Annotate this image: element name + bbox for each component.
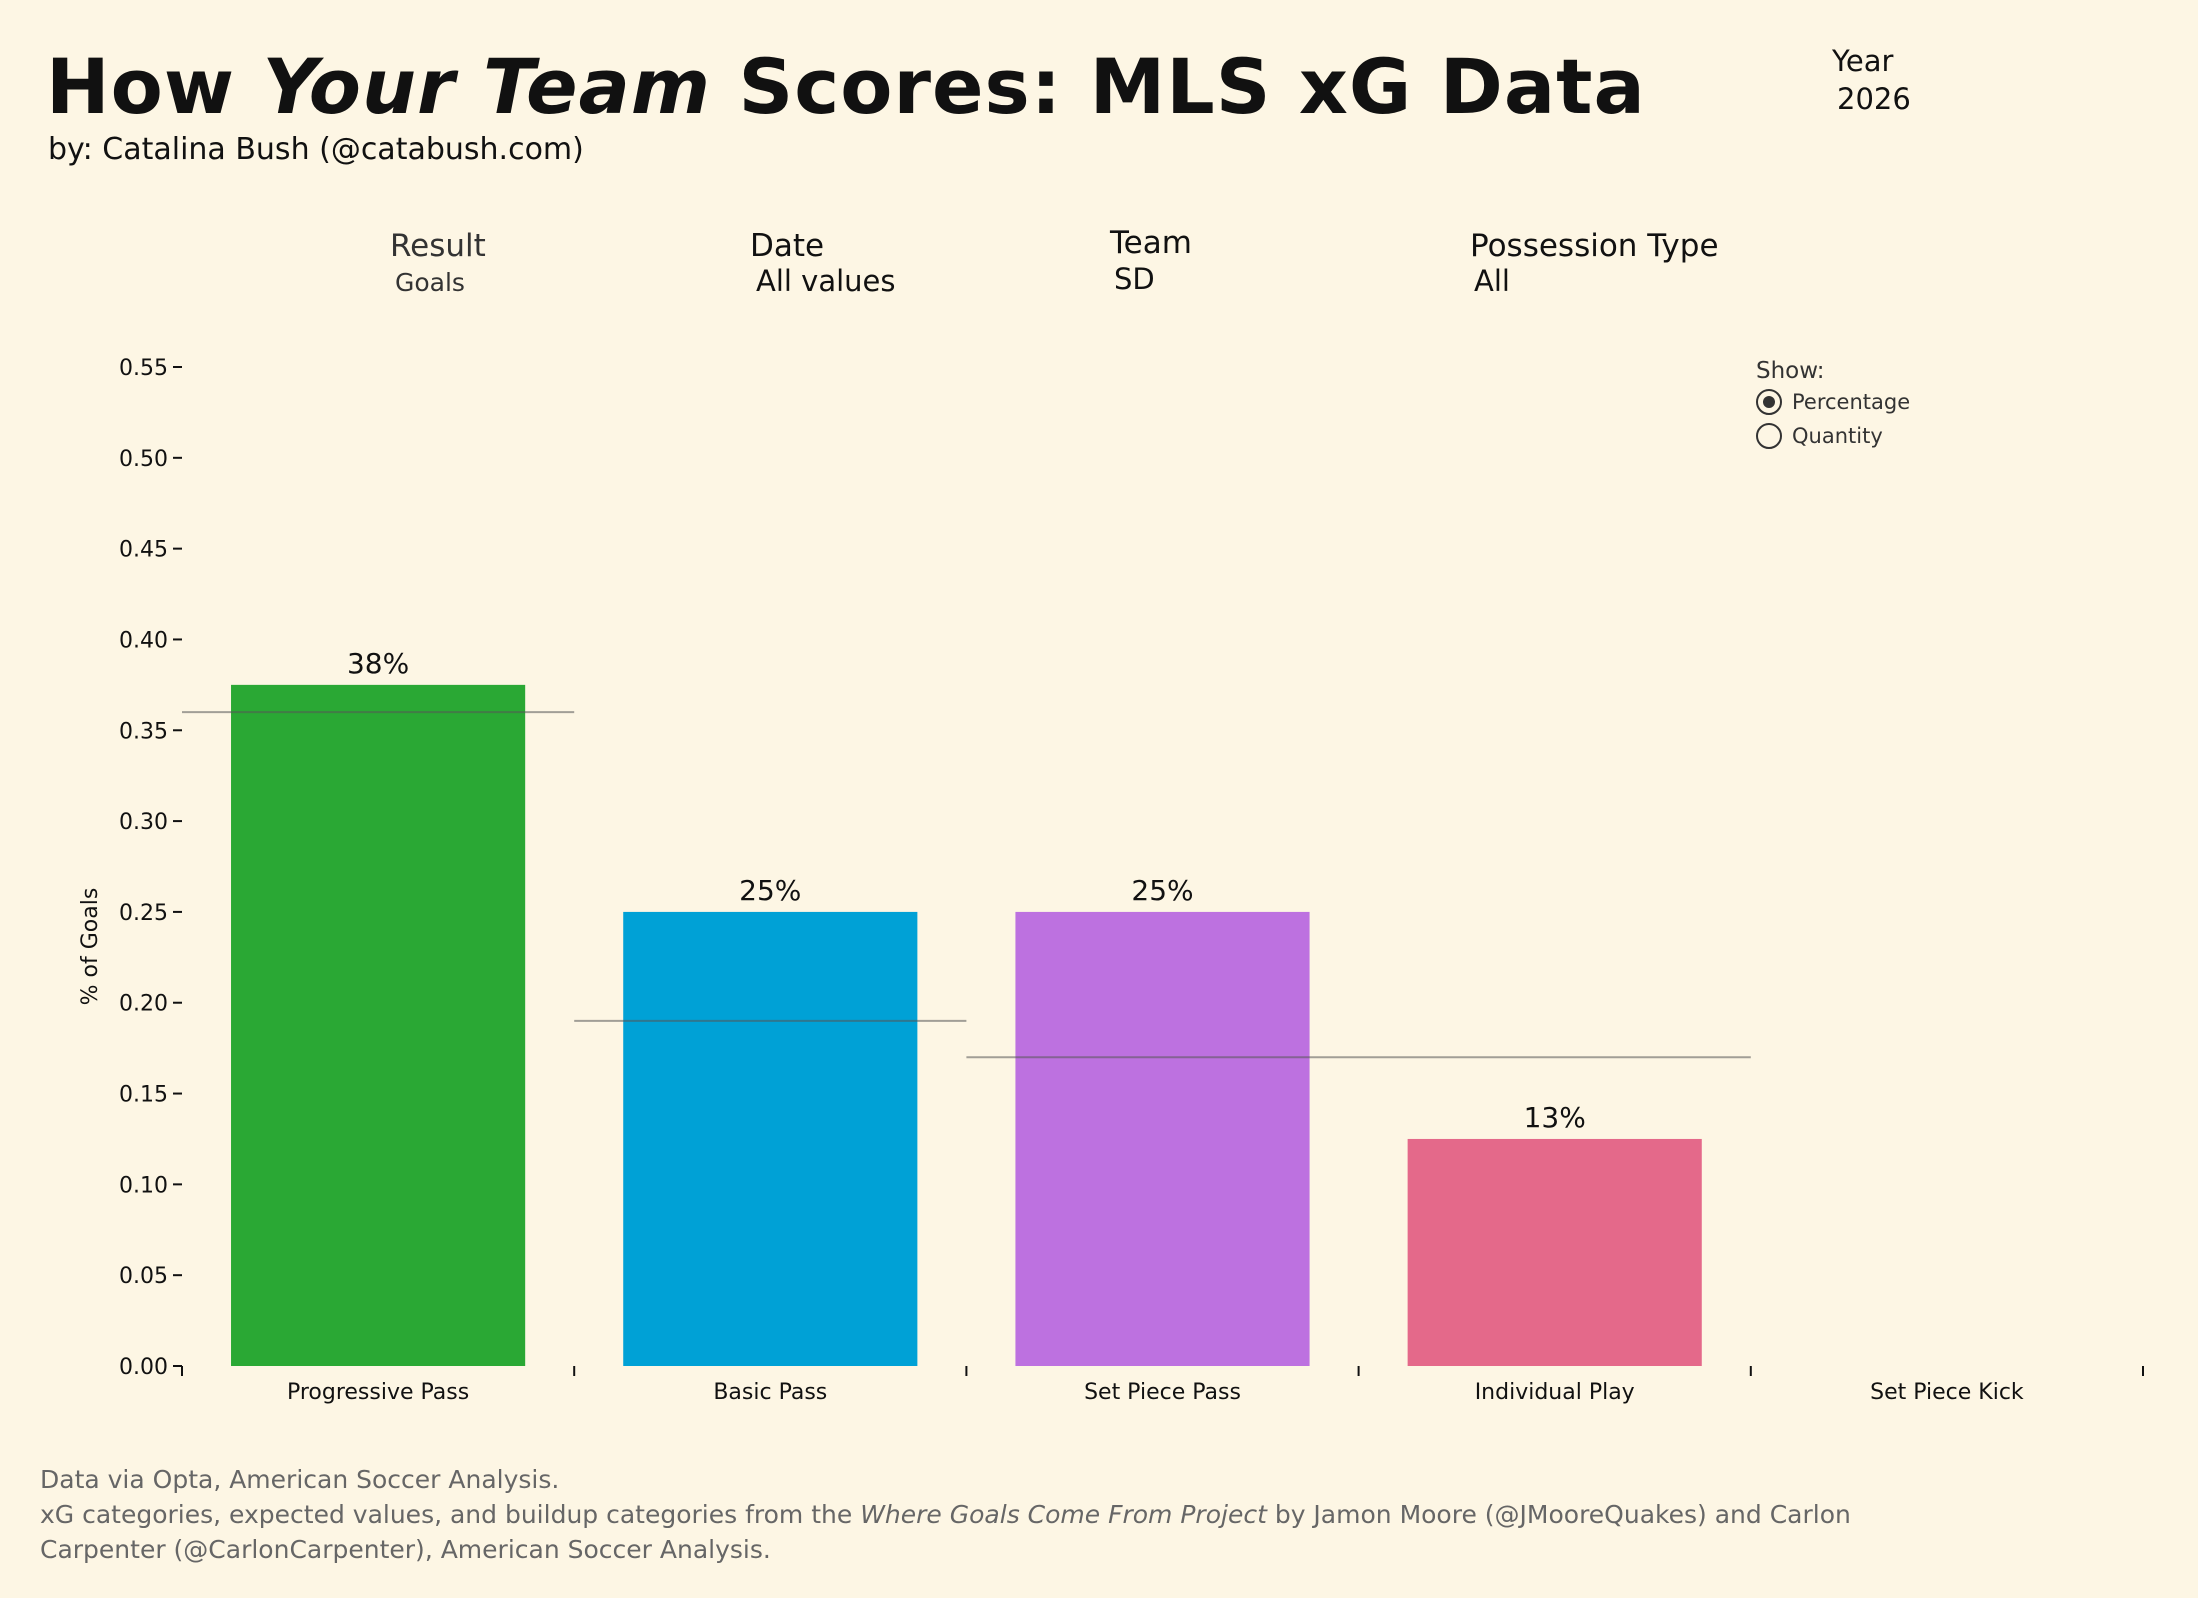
bar-data-label: 13% [1524, 1101, 1586, 1134]
footer-line-3: Carpenter (@CarlonCarpenter), American S… [40, 1535, 771, 1564]
radio-quantity-label: Quantity [1792, 424, 1883, 448]
radio-quantity[interactable]: Quantity [1756, 423, 1883, 449]
x-tick-label: Basic Pass [713, 1380, 827, 1405]
x-tick-label: Progressive Pass [287, 1380, 469, 1405]
bar-data-label: 38% [347, 647, 409, 680]
y-tick-label: 0.20 [119, 992, 168, 1017]
radio-percentage[interactable]: Percentage [1756, 389, 1910, 415]
year-label: Year [1832, 44, 1894, 78]
date-filter[interactable]: All values [756, 264, 896, 298]
radio-unselected-icon[interactable] [1756, 423, 1782, 449]
title-emphasis: Your Team [262, 42, 712, 131]
possession-filter-label: Possession Type [1470, 228, 1719, 264]
title-part1: How [46, 42, 263, 131]
footer-credits: Data via Opta, American Soccer Analysis.… [40, 1462, 1851, 1567]
possession-filter[interactable]: All [1474, 264, 1510, 298]
result-filter-label: Result [390, 228, 486, 264]
footer-line-2-pre: xG categories, expected values, and buil… [40, 1500, 861, 1529]
footer-line-1: Data via Opta, American Soccer Analysis. [40, 1465, 560, 1494]
y-tick-label: 0.10 [119, 1173, 168, 1198]
byline: by: Catalina Bush (@catabush.com) [48, 132, 584, 167]
x-tick-label: Set Piece Kick [1870, 1380, 2024, 1405]
year-selector[interactable]: 2026 [1837, 82, 1911, 116]
footer-line-2-post: by Jamon Moore (@JMooreQuakes) and Carlo… [1266, 1500, 1851, 1529]
bar [623, 911, 918, 1366]
y-tick-label: 0.45 [119, 538, 168, 563]
bar-data-label: 25% [1131, 874, 1193, 907]
y-axis-label: % of Goals [78, 888, 103, 1006]
footer-line-2: xG categories, expected values, and buil… [40, 1497, 1851, 1532]
y-tick-label: 0.35 [119, 719, 168, 744]
show-label: Show: [1756, 358, 1825, 384]
bar [1407, 1138, 1702, 1366]
radio-selected-icon[interactable] [1756, 389, 1782, 415]
y-tick-label: 0.40 [119, 628, 168, 653]
bar [231, 684, 526, 1366]
radio-percentage-label: Percentage [1792, 390, 1911, 414]
y-tick-label: 0.25 [119, 901, 168, 926]
y-tick-label: 0.50 [119, 447, 168, 472]
y-tick-label: 0.05 [119, 1264, 168, 1289]
team-filter[interactable]: SD [1114, 262, 1155, 296]
y-tick-label: 0.55 [119, 356, 168, 381]
result-filter[interactable]: Goals [395, 268, 465, 297]
y-tick-label: 0.00 [119, 1355, 168, 1380]
date-filter-label: Date [750, 228, 825, 264]
bar-data-label: 25% [739, 874, 801, 907]
x-tick-label: Set Piece Pass [1084, 1380, 1241, 1405]
title-part2: Scores: MLS xG Data [711, 42, 1646, 131]
x-tick-label: Individual Play [1475, 1380, 1635, 1405]
y-tick-label: 0.30 [119, 810, 168, 835]
y-tick-label: 0.15 [119, 1083, 168, 1108]
footer-project-name: Where Goals Come From Project [860, 1500, 1267, 1529]
team-filter-label: Team [1110, 225, 1192, 261]
page-title: How Your Team Scores: MLS xG Data [46, 42, 1646, 131]
bar [1015, 911, 1310, 1366]
